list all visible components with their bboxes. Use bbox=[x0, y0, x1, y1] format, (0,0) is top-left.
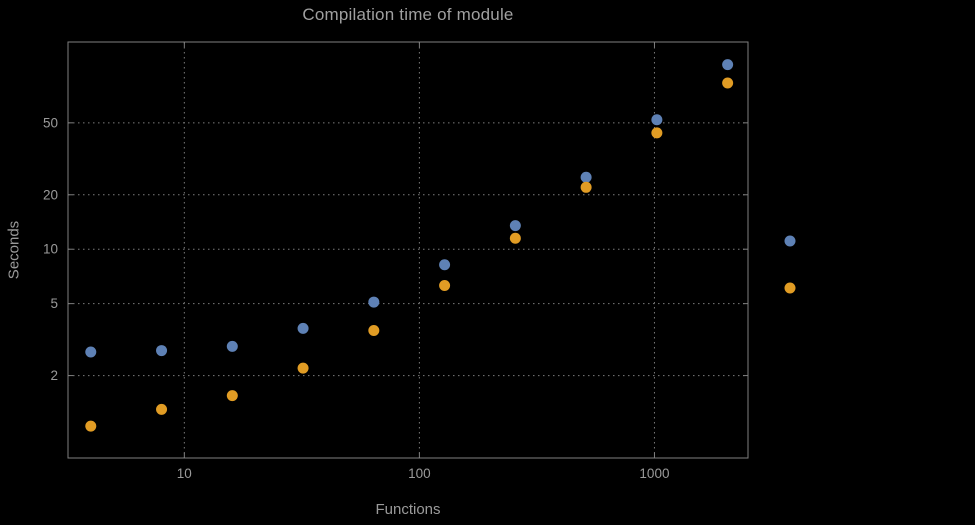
y-tick-label: 5 bbox=[50, 296, 58, 311]
data-point-orange-series bbox=[297, 362, 309, 374]
x-tick-label: 1000 bbox=[639, 466, 669, 481]
x-tick-label: 10 bbox=[177, 466, 192, 481]
data-point-blue-series bbox=[580, 171, 592, 183]
data-point-orange-series bbox=[368, 325, 380, 337]
data-point-orange-series bbox=[651, 127, 663, 139]
data-point-orange-series bbox=[509, 232, 521, 244]
data-point-orange-series bbox=[580, 181, 592, 193]
y-tick-label: 20 bbox=[43, 187, 58, 202]
x-axis-label: Functions bbox=[375, 501, 441, 518]
data-point-blue-series bbox=[297, 322, 309, 334]
legend-marker-orange-series bbox=[784, 282, 796, 294]
data-point-blue-series bbox=[509, 220, 521, 232]
data-point-blue-series bbox=[226, 340, 238, 352]
data-point-orange-series bbox=[722, 77, 734, 89]
data-point-blue-series bbox=[651, 114, 663, 126]
data-point-orange-series bbox=[85, 420, 97, 432]
data-point-blue-series bbox=[156, 345, 168, 357]
legend-marker-blue-series bbox=[784, 235, 796, 247]
y-tick-label: 50 bbox=[43, 115, 58, 130]
plot-frame bbox=[67, 41, 749, 459]
y-tick-label: 2 bbox=[50, 368, 58, 383]
data-point-blue-series bbox=[722, 59, 734, 71]
data-point-blue-series bbox=[85, 346, 97, 358]
data-point-blue-series bbox=[368, 296, 380, 308]
y-tick-label: 10 bbox=[43, 242, 58, 257]
chart-title: Compilation time of module bbox=[302, 5, 514, 24]
data-point-orange-series bbox=[156, 403, 168, 415]
y-axis-label: Seconds bbox=[5, 220, 23, 280]
x-tick-label: 100 bbox=[408, 466, 431, 481]
data-point-blue-series bbox=[439, 259, 451, 271]
data-point-orange-series bbox=[226, 390, 238, 402]
data-point-orange-series bbox=[439, 279, 451, 291]
